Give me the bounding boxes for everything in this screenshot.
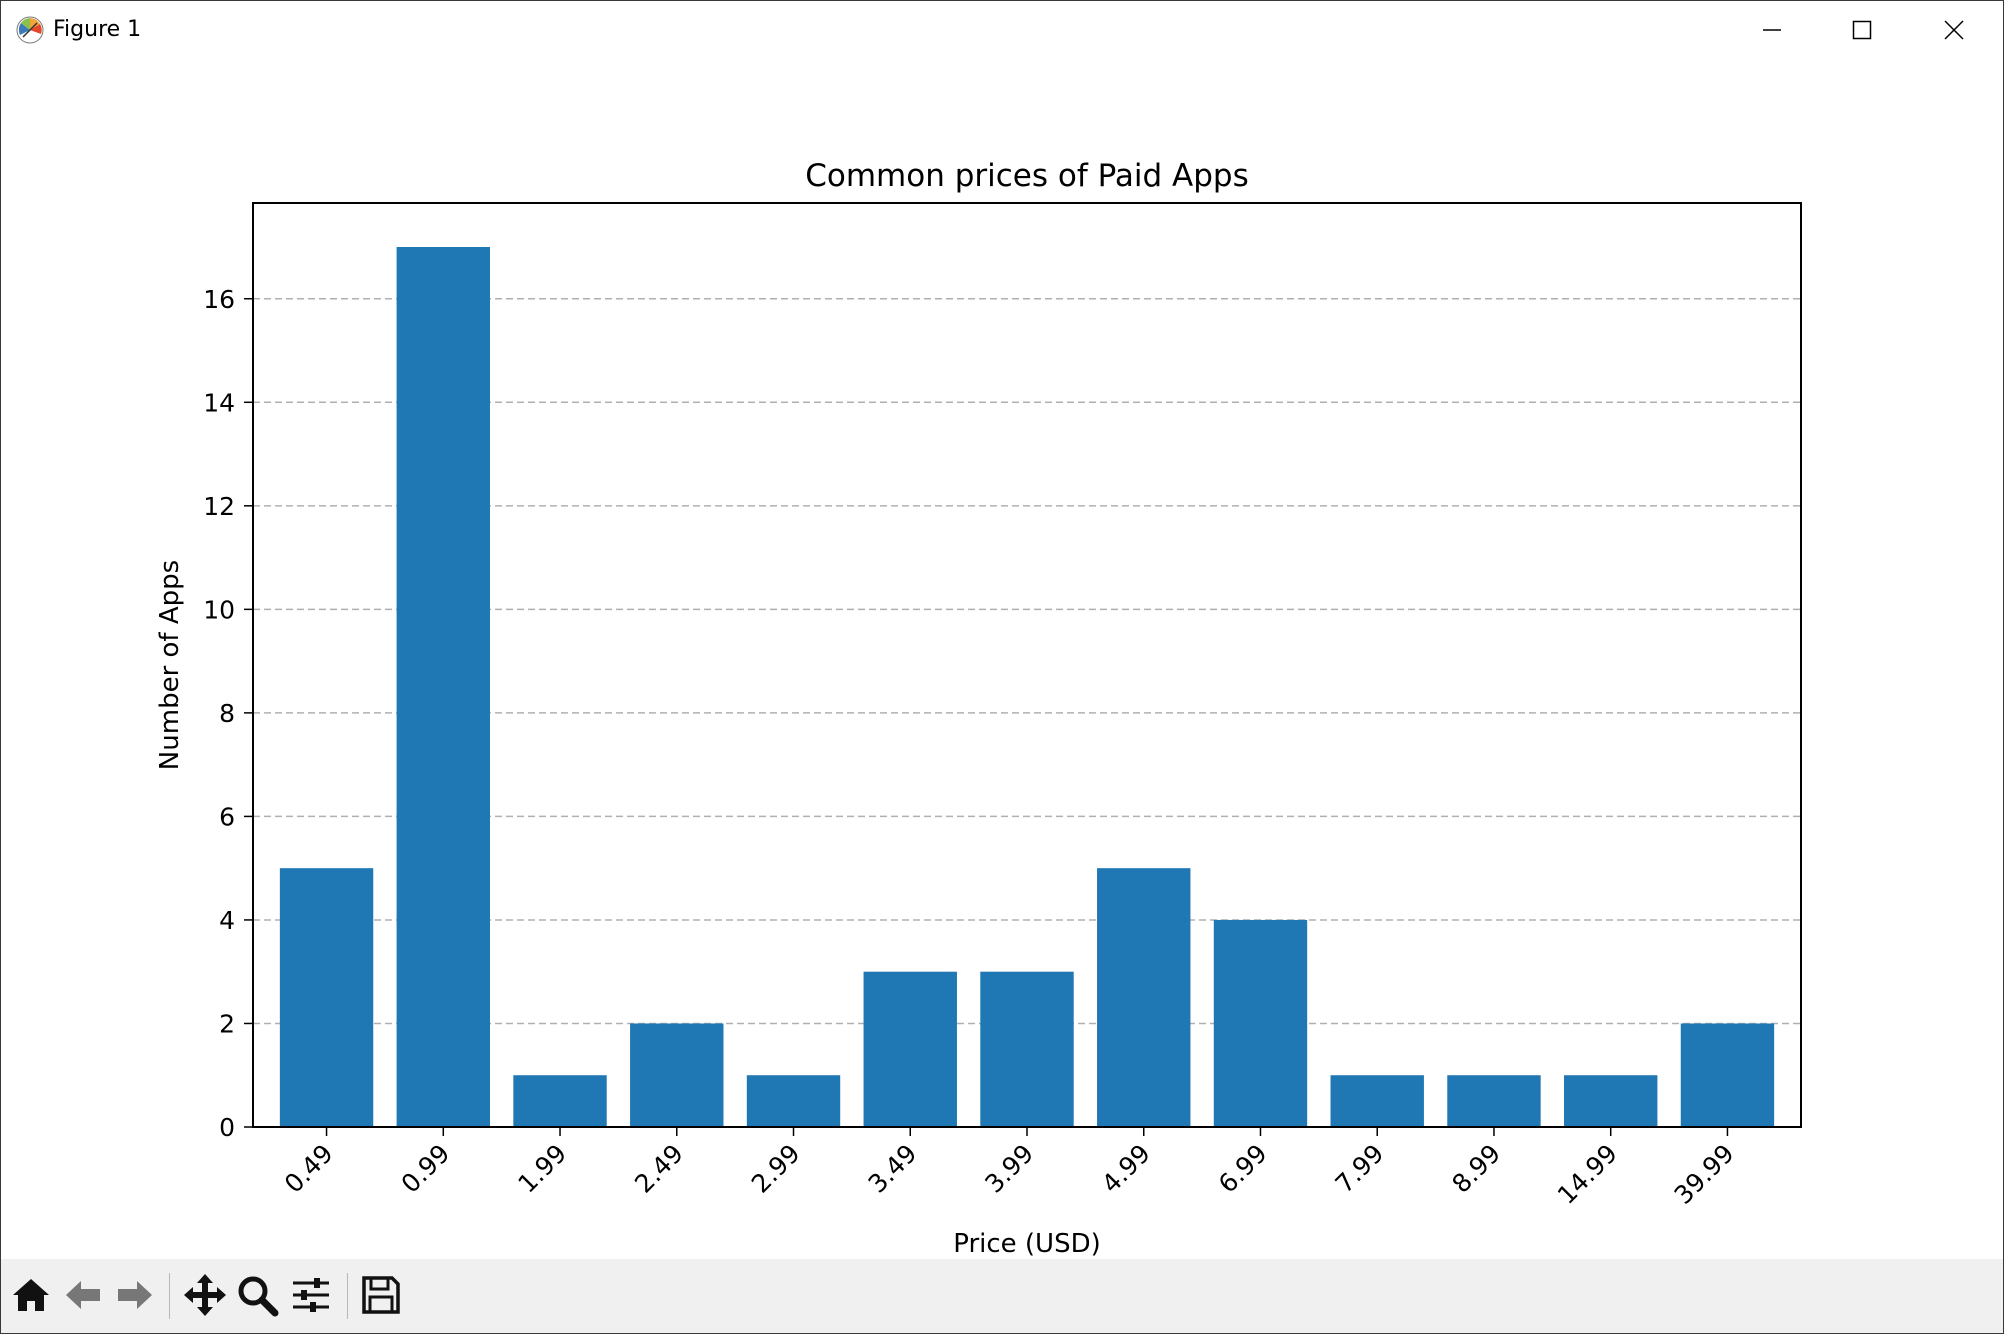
bar: [396, 247, 490, 1127]
bar: [1097, 868, 1191, 1127]
x-tick-label: 3.49: [863, 1139, 923, 1199]
bar: [1330, 1075, 1424, 1127]
x-tick-label: 1.99: [512, 1139, 572, 1199]
home-icon: [13, 1279, 49, 1311]
x-tick-label: 3.99: [979, 1139, 1039, 1199]
bar: [1447, 1075, 1541, 1127]
navigation-toolbar: [1, 1259, 2003, 1333]
x-tick-label: 14.99: [1552, 1139, 1623, 1210]
bar: [863, 971, 957, 1127]
x-tick-label: 2.49: [629, 1139, 689, 1199]
y-tick-label: 10: [203, 595, 235, 624]
sliders-icon: [293, 1278, 329, 1312]
y-tick-label: 14: [203, 388, 235, 417]
maximize-icon: [1852, 20, 1872, 40]
y-tick-label: 2: [219, 1009, 235, 1038]
bar: [630, 1023, 724, 1127]
bar: [980, 971, 1074, 1127]
minimize-button[interactable]: [1727, 1, 1817, 59]
x-tick-label: 8.99: [1446, 1139, 1506, 1199]
y-tick-label: 6: [219, 802, 235, 831]
y-tick-label: 0: [219, 1113, 235, 1142]
chart-title: Common prices of Paid Apps: [805, 158, 1249, 194]
x-axis-label: Price (USD): [953, 1229, 1101, 1259]
y-tick-label: 4: [219, 906, 235, 935]
figure-canvas[interactable]: 0 2 4 6 8 10 12 14 16 0.49 0.99 1.99 2.49 2.99 3.49 3.…: [1, 59, 2003, 1259]
window-title: Figure 1: [53, 17, 142, 42]
y-grid-lines: [253, 298, 1801, 1025]
bar: [513, 1075, 607, 1127]
x-tick-label: 7.99: [1330, 1139, 1390, 1199]
matplotlib-logo-icon: [15, 15, 45, 45]
y-axis-label: Number of Apps: [155, 560, 185, 770]
x-tick-label: 2.99: [746, 1139, 806, 1199]
bar: [1213, 919, 1308, 1127]
bar: [746, 1075, 841, 1127]
bars: [279, 247, 1775, 1127]
floppy-disk-icon: [362, 1276, 400, 1314]
title-bar[interactable]: Figure 1: [1, 1, 2003, 59]
maximize-button[interactable]: [1817, 1, 1907, 59]
close-icon: [1944, 20, 1964, 40]
minimize-icon: [1763, 29, 1781, 31]
x-tick-label: 6.99: [1213, 1139, 1273, 1199]
x-tick-label: 39.99: [1669, 1139, 1740, 1210]
bar: [1680, 1023, 1775, 1127]
forward-button[interactable]: [111, 1271, 159, 1319]
pan-button[interactable]: [181, 1271, 229, 1319]
x-tick-label: 0.49: [279, 1139, 339, 1199]
move-icon: [184, 1274, 226, 1316]
arrow-left-icon: [66, 1281, 100, 1309]
home-button[interactable]: [7, 1271, 55, 1319]
bar: [1564, 1075, 1658, 1127]
bar-chart: 0 2 4 6 8 10 12 14 16 0.49 0.99 1.99 2.49 2.99 3.49 3.…: [155, 158, 1802, 1259]
save-figure-button[interactable]: [357, 1271, 405, 1319]
back-button[interactable]: [59, 1271, 107, 1319]
toolbar-separator: [347, 1273, 348, 1319]
y-tick-label: 16: [203, 285, 235, 314]
y-tick-label: 8: [219, 699, 235, 728]
x-ticks: 0.49 0.99 1.99 2.49 2.99 3.49 3.99 4.99 6.99 7.99…: [279, 1127, 1740, 1210]
y-tick-label: 12: [203, 492, 235, 521]
configure-subplots-button[interactable]: [287, 1271, 335, 1319]
magnifier-icon: [238, 1276, 279, 1317]
x-tick-label: 0.99: [396, 1139, 456, 1199]
bar: [279, 868, 374, 1127]
arrow-right-icon: [118, 1281, 152, 1309]
x-tick-label: 4.99: [1096, 1139, 1156, 1199]
close-button[interactable]: [1909, 1, 1999, 59]
toolbar-separator: [169, 1273, 170, 1319]
y-ticks: 0 2 4 6 8 10 12 14 16: [203, 285, 253, 1142]
zoom-button[interactable]: [233, 1271, 281, 1319]
